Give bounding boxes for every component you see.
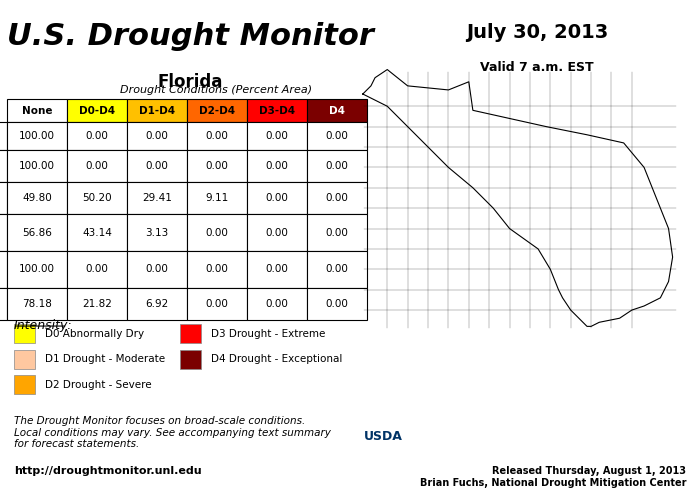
Text: D1 Drought - Moderate: D1 Drought - Moderate bbox=[45, 354, 165, 364]
Text: D0 Abnormally Dry: D0 Abnormally Dry bbox=[45, 328, 144, 338]
Text: Valid 7 a.m. EST: Valid 7 a.m. EST bbox=[480, 61, 594, 74]
Text: Florida: Florida bbox=[158, 73, 223, 91]
FancyBboxPatch shape bbox=[14, 324, 35, 343]
Text: July 30, 2013: July 30, 2013 bbox=[466, 22, 608, 42]
Text: USDA: USDA bbox=[364, 430, 403, 442]
FancyBboxPatch shape bbox=[180, 350, 201, 368]
Text: Intensity:: Intensity: bbox=[14, 320, 73, 332]
Text: D4 Drought - Exceptional: D4 Drought - Exceptional bbox=[211, 354, 343, 364]
Text: http://droughtmonitor.unl.edu: http://droughtmonitor.unl.edu bbox=[14, 466, 202, 476]
Text: Drought Conditions (Percent Area): Drought Conditions (Percent Area) bbox=[120, 85, 312, 95]
Text: Brian Fuchs, National Drought Mitigation Center: Brian Fuchs, National Drought Mitigation… bbox=[419, 478, 686, 488]
Polygon shape bbox=[363, 70, 673, 326]
Text: D3 Drought - Extreme: D3 Drought - Extreme bbox=[211, 328, 326, 338]
Text: D2 Drought - Severe: D2 Drought - Severe bbox=[45, 380, 152, 390]
FancyBboxPatch shape bbox=[180, 324, 201, 343]
Text: Released Thursday, August 1, 2013: Released Thursday, August 1, 2013 bbox=[492, 466, 686, 476]
Text: The Drought Monitor focuses on broad-scale conditions.
Local conditions may vary: The Drought Monitor focuses on broad-sca… bbox=[14, 416, 331, 450]
FancyBboxPatch shape bbox=[14, 350, 35, 368]
Text: U.S. Drought Monitor: U.S. Drought Monitor bbox=[7, 22, 374, 51]
FancyBboxPatch shape bbox=[14, 376, 35, 394]
